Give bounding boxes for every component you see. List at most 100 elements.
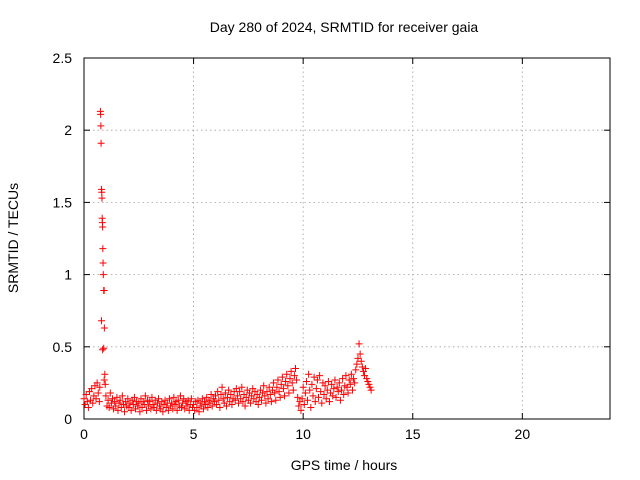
data-point (165, 395, 173, 403)
data-point (276, 393, 284, 401)
data-point (164, 406, 172, 414)
data-point (214, 388, 222, 396)
data-point (98, 194, 106, 202)
data-point (168, 399, 176, 407)
data-point (187, 395, 195, 403)
data-point (254, 401, 262, 409)
data-point (146, 398, 154, 406)
data-point (366, 383, 374, 391)
chart-title: Day 280 of 2024, SRMTID for receiver gai… (210, 19, 479, 35)
data-point (310, 373, 318, 381)
data-point (115, 399, 123, 407)
data-point (227, 390, 235, 398)
data-point (152, 406, 160, 414)
data-point (290, 372, 298, 380)
data-point (270, 379, 278, 387)
data-point (92, 395, 100, 403)
data-point (112, 402, 120, 410)
data-point (142, 406, 150, 414)
y-axis-title: SRMTID / TECUs (5, 183, 21, 293)
y-tick-label: 0.5 (53, 339, 73, 355)
data-point (338, 386, 346, 394)
x-tick-label: 15 (405, 426, 421, 442)
data-point (169, 405, 177, 413)
data-point (279, 385, 287, 393)
data-point (285, 389, 293, 397)
data-point (352, 366, 360, 374)
data-point (278, 373, 286, 381)
data-point (363, 375, 371, 383)
data-point (97, 139, 105, 147)
data-point (100, 344, 108, 352)
data-point (107, 399, 115, 407)
y-tick-label: 0 (64, 411, 72, 427)
data-point (346, 380, 354, 388)
plot-frame (83, 57, 611, 420)
data-point (364, 377, 372, 385)
data-point (93, 379, 101, 387)
data-point (301, 389, 309, 397)
data-point (219, 395, 227, 403)
y-tick-label: 1 (64, 267, 72, 283)
data-point (318, 399, 326, 407)
data-point (295, 402, 303, 410)
data-point (106, 389, 114, 397)
data-point (308, 380, 316, 388)
data-point (334, 388, 342, 396)
x-axis-title: GPS time / hours (291, 457, 398, 473)
data-point (291, 364, 299, 372)
data-point (311, 398, 319, 406)
data-point (199, 405, 207, 413)
data-point (104, 396, 112, 404)
data-point (156, 402, 164, 410)
data-point (221, 389, 229, 397)
data-point (339, 375, 347, 383)
data-point (293, 376, 301, 384)
data-point (215, 396, 223, 404)
data-point (99, 245, 107, 253)
data-point (95, 398, 103, 406)
data-point (173, 406, 181, 414)
data-point (101, 380, 109, 388)
data-point (266, 390, 274, 398)
data-point (127, 406, 135, 414)
data-point (288, 379, 296, 387)
data-point (204, 403, 212, 411)
data-point (183, 402, 191, 410)
data-point (208, 402, 216, 410)
data-point (100, 324, 108, 332)
data-point (362, 364, 370, 372)
data-point (286, 375, 294, 383)
data-point (335, 379, 343, 387)
data-point (306, 386, 314, 394)
data-point (105, 403, 113, 411)
data-point (283, 370, 291, 378)
data-point (99, 271, 107, 279)
data-point (121, 408, 129, 416)
y-tick-label: 2 (64, 122, 72, 138)
data-point (171, 401, 179, 409)
data-point (231, 396, 239, 404)
data-point (351, 379, 359, 387)
data-point (282, 377, 290, 385)
data-point (333, 383, 341, 391)
data-point (113, 393, 121, 401)
data-point (298, 395, 306, 403)
data-point (129, 401, 137, 409)
data-point (345, 376, 353, 384)
data-point (330, 385, 338, 393)
data-point (344, 389, 352, 397)
data-point (96, 383, 104, 391)
data-point (238, 383, 246, 391)
data-point (111, 398, 119, 406)
data-point (118, 392, 126, 400)
x-tick-label: 5 (190, 426, 198, 442)
data-point (343, 383, 351, 391)
data-point (114, 406, 122, 414)
data-point (281, 392, 289, 400)
data-point (193, 403, 201, 411)
data-point (134, 402, 142, 410)
data-point (313, 376, 321, 384)
data-point (357, 357, 365, 365)
